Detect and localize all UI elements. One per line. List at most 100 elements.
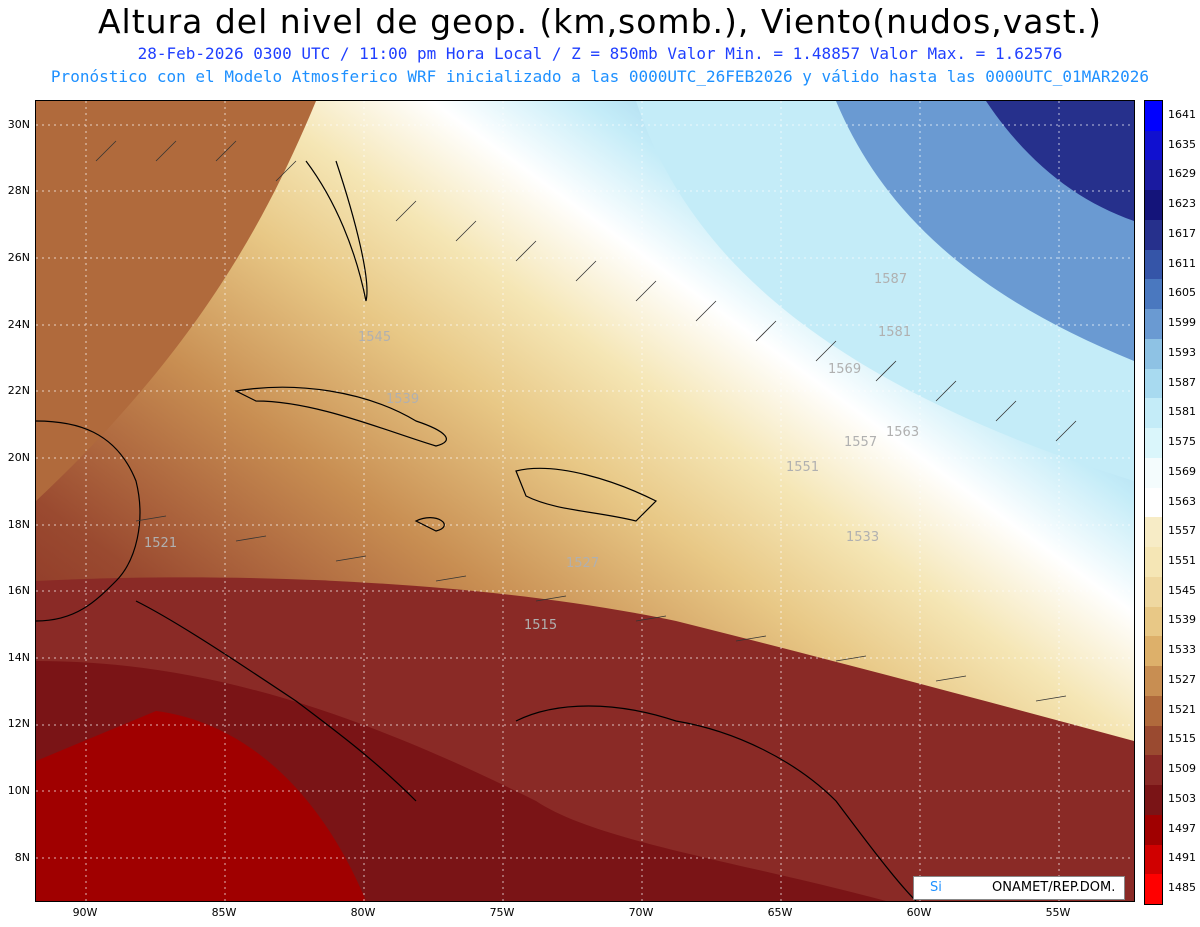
colorbar-swatch — [1145, 814, 1162, 845]
colorbar-swatch — [1145, 338, 1162, 370]
map-svg: 1587 1581 1569 1563 1557 1551 1545 1539 … — [36, 101, 1134, 901]
colorbar-tick-label: 1587 — [1168, 375, 1196, 389]
colorbar-tick-label: 1539 — [1168, 613, 1196, 627]
colorbar-tick-label: 1641 — [1168, 107, 1196, 121]
colorbar-swatch — [1145, 160, 1162, 191]
colorbar-tick-label: 1593 — [1168, 345, 1196, 359]
contour-label-1539: 1539 — [386, 392, 419, 407]
colorbar-tick-label: 1569 — [1168, 464, 1196, 478]
colorbar-swatch — [1145, 576, 1162, 608]
band-1497 — [36, 711, 366, 901]
colorbar-tick-label: 1503 — [1168, 791, 1196, 805]
lon-label: 75W — [489, 906, 515, 919]
contour-label-1551: 1551 — [786, 460, 819, 475]
lon-label: 65W — [767, 906, 793, 919]
colorbar-tick-label: 1611 — [1168, 256, 1196, 270]
contour-label-group: 1587 1581 1569 1563 1557 1551 1545 1539 … — [144, 272, 919, 633]
lon-label: 70W — [628, 906, 654, 919]
lat-label: 30N — [7, 118, 30, 131]
contour-label-1569: 1569 — [828, 362, 861, 377]
colorbar-swatch — [1145, 428, 1162, 459]
grid-lines — [36, 101, 1134, 901]
contour-label-1557: 1557 — [844, 435, 877, 450]
colorbar-tick-label: 1533 — [1168, 643, 1196, 657]
contour-label-1533: 1533 — [846, 530, 879, 545]
lat-label: 16N — [7, 584, 30, 597]
colorbar-swatch — [1145, 606, 1162, 637]
contour-label-1587: 1587 — [874, 272, 907, 287]
colorbar-swatch — [1145, 398, 1162, 429]
colorbar-tick-label: 1551 — [1168, 553, 1196, 567]
lon-label: 90W — [72, 906, 98, 919]
colorbar-swatch — [1145, 844, 1162, 875]
lat-label: 8N — [14, 851, 30, 864]
colorbar-tick-label: 1557 — [1168, 524, 1196, 538]
geopotential-map: 1587 1581 1569 1563 1557 1551 1545 1539 … — [35, 100, 1135, 902]
colorbar-swatch — [1145, 101, 1162, 132]
lat-label: 26N — [7, 251, 30, 264]
lon-label: 80W — [350, 906, 376, 919]
lat-label: 18N — [7, 518, 30, 531]
colorbar-swatch — [1145, 725, 1162, 756]
wind-barbs — [95, 140, 1077, 702]
colorbar-swatch — [1145, 517, 1162, 548]
colorbar-tick-label: 1491 — [1168, 851, 1196, 865]
colorbar-swatch — [1145, 457, 1162, 489]
colorbar — [1144, 100, 1163, 905]
colorbar-tick-label: 1527 — [1168, 672, 1196, 686]
coastlines — [36, 160, 917, 901]
colorbar-swatch — [1145, 219, 1162, 251]
colorbar-tick-label: 1509 — [1168, 762, 1196, 776]
lat-label: 10N — [7, 784, 30, 797]
colorbar-swatch — [1145, 487, 1162, 518]
colorbar-swatch — [1145, 785, 1162, 816]
colorbar-tick-label: 1575 — [1168, 435, 1196, 449]
lat-label: 24N — [7, 318, 30, 331]
contour-label-1527: 1527 — [566, 556, 599, 571]
colorbar-swatch — [1145, 368, 1162, 399]
colorbar-tick-label: 1599 — [1168, 316, 1196, 330]
lat-label: 12N — [7, 717, 30, 730]
colorbar-swatch — [1145, 309, 1162, 340]
lon-label: 55W — [1045, 906, 1071, 919]
colorbar-tick-label: 1635 — [1168, 137, 1196, 151]
band-1521 — [36, 101, 316, 501]
colorbar-swatch — [1145, 874, 1162, 905]
band-1617 — [986, 101, 1134, 221]
contour-label-1515: 1515 — [524, 618, 557, 633]
chart-title: Altura del nivel de geop. (km,somb.), Vi… — [97, 2, 1103, 41]
contour-label-1545: 1545 — [358, 330, 391, 345]
colorbar-swatch — [1145, 755, 1162, 786]
colorbar-tick-label: 1623 — [1168, 197, 1196, 211]
colorbar-tick-label: 1545 — [1168, 583, 1196, 597]
colorbar-tick-label: 1605 — [1168, 286, 1196, 300]
contour-label-1581: 1581 — [878, 325, 911, 340]
colorbar-swatch — [1145, 190, 1162, 221]
contour-label-1521: 1521 — [144, 536, 177, 551]
subtitle-model: Pronóstico con el Modelo Atmosferico WRF… — [50, 67, 1150, 86]
lat-label: 14N — [7, 651, 30, 664]
colorbar-swatch — [1145, 666, 1162, 697]
credit-prefix: Si — [930, 880, 942, 895]
colorbar-swatch — [1145, 547, 1162, 578]
colorbar-tick-label: 1497 — [1168, 821, 1196, 835]
contour-label-1563: 1563 — [886, 425, 919, 440]
lat-label: 28N — [7, 184, 30, 197]
colorbar-swatch — [1145, 279, 1162, 310]
colorbar-tick-label: 1617 — [1168, 226, 1196, 240]
lon-label: 60W — [906, 906, 932, 919]
colorbar-tick-label: 1515 — [1168, 732, 1196, 746]
colorbar-swatch — [1145, 695, 1162, 727]
colorbar-tick-label: 1629 — [1168, 167, 1196, 181]
credit-box: Si ONAMET/REP.DOM. — [913, 876, 1125, 900]
colorbar-tick-label: 1581 — [1168, 405, 1196, 419]
colorbar-tick-label: 1563 — [1168, 494, 1196, 508]
lat-label: 22N — [7, 384, 30, 397]
colorbar-swatch — [1145, 249, 1162, 280]
lon-label: 85W — [211, 906, 237, 919]
credit-label: ONAMET/REP.DOM. — [992, 880, 1116, 895]
colorbar-swatch — [1145, 636, 1162, 667]
subtitle-validity: 28-Feb-2026 0300 UTC / 11:00 pm Hora Loc… — [137, 44, 1063, 63]
colorbar-tick-label: 1521 — [1168, 702, 1196, 716]
lat-label: 20N — [7, 451, 30, 464]
